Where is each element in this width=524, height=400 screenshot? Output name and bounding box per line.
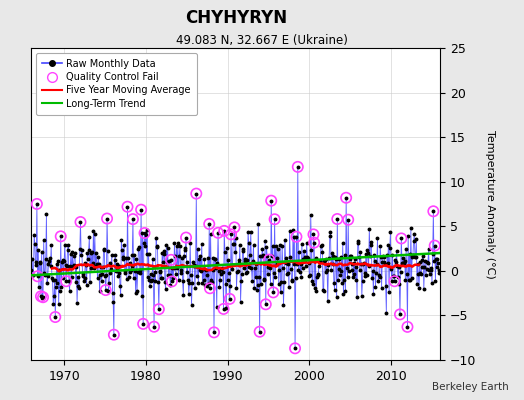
Legend: Raw Monthly Data, Quality Control Fail, Five Year Moving Average, Long-Term Tren: Raw Monthly Data, Quality Control Fail, … <box>36 53 197 115</box>
Point <box>62 278 70 284</box>
Point <box>403 324 412 330</box>
Point <box>192 190 201 197</box>
Point <box>210 329 218 336</box>
Point <box>150 324 158 330</box>
Point <box>292 234 301 240</box>
Point <box>168 278 176 285</box>
Point <box>270 216 279 222</box>
Point <box>227 231 235 238</box>
Point <box>34 273 42 280</box>
Point <box>225 296 234 302</box>
Point <box>137 206 145 213</box>
Point <box>214 230 222 236</box>
Point <box>397 235 406 242</box>
Title: CHYHYRYN: CHYHYRYN <box>185 9 287 27</box>
Point <box>102 287 110 293</box>
Point <box>205 221 213 227</box>
Point <box>39 294 47 300</box>
Point <box>220 228 228 234</box>
Point <box>342 194 351 201</box>
Point <box>293 164 302 170</box>
Point <box>261 301 270 308</box>
Point <box>123 204 132 210</box>
Point <box>267 198 276 204</box>
Point <box>255 328 264 335</box>
Point <box>103 215 111 222</box>
Text: Berkeley Earth: Berkeley Earth <box>432 382 508 392</box>
Point <box>265 256 274 263</box>
Point <box>230 224 238 231</box>
Point <box>37 293 45 300</box>
Point <box>140 230 149 236</box>
Point <box>291 345 299 352</box>
Point <box>269 289 277 296</box>
Point <box>155 306 163 312</box>
Point <box>396 311 404 318</box>
Point <box>344 216 353 223</box>
Point <box>333 216 342 222</box>
Point <box>139 321 147 327</box>
Point <box>220 306 228 312</box>
Point <box>182 234 190 241</box>
Text: 49.083 N, 32.667 E (Ukraine): 49.083 N, 32.667 E (Ukraine) <box>176 34 348 47</box>
Point <box>110 332 118 338</box>
Point <box>167 257 175 263</box>
Point <box>390 278 399 284</box>
Point <box>129 216 137 222</box>
Point <box>51 314 60 320</box>
Point <box>57 233 65 240</box>
Point <box>309 231 318 238</box>
Point <box>32 201 41 207</box>
Point <box>77 219 85 225</box>
Y-axis label: Temperature Anomaly (°C): Temperature Anomaly (°C) <box>485 130 495 278</box>
Point <box>431 242 439 249</box>
Point <box>429 208 438 214</box>
Point <box>310 240 318 246</box>
Point <box>206 285 214 292</box>
